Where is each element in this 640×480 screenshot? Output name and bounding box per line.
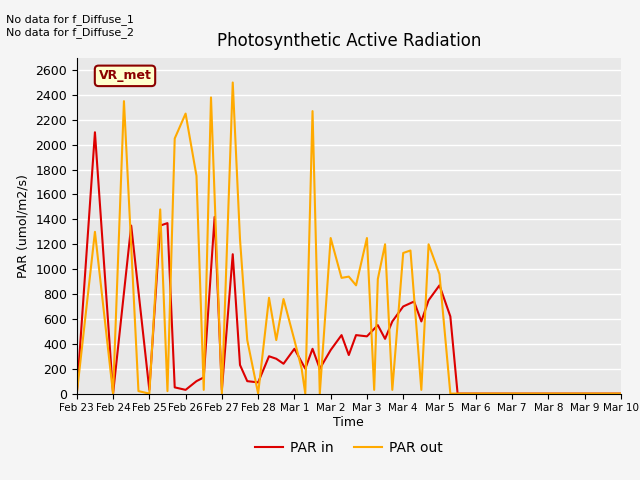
PAR in <box>164 220 172 226</box>
PAR out <box>134 388 142 394</box>
PAR in <box>182 387 189 393</box>
PAR in <box>73 391 81 396</box>
PAR out <box>280 296 287 302</box>
PAR in <box>291 346 298 352</box>
PAR in <box>381 336 389 342</box>
PAR in <box>327 347 335 353</box>
PAR out <box>399 250 407 256</box>
PAR in <box>308 346 316 352</box>
PAR out <box>291 337 298 343</box>
PAR out <box>243 337 251 343</box>
Text: No data for f_Diffuse_1
No data for f_Diffuse_2: No data for f_Diffuse_1 No data for f_Di… <box>6 14 134 38</box>
Y-axis label: PAR (umol/m2/s): PAR (umol/m2/s) <box>17 174 29 277</box>
PAR out <box>436 271 444 277</box>
PAR in <box>254 380 262 385</box>
PAR out <box>218 391 226 396</box>
PAR in <box>193 378 200 384</box>
PAR out <box>171 136 179 142</box>
PAR in <box>91 130 99 135</box>
PAR out <box>447 391 454 396</box>
PAR out <box>109 391 117 396</box>
PAR out <box>301 391 309 396</box>
PAR in <box>338 332 346 338</box>
PAR in <box>352 332 360 338</box>
PAR out <box>182 111 189 117</box>
PAR out <box>193 173 200 179</box>
PAR out <box>425 241 433 247</box>
PAR in <box>229 252 237 257</box>
PAR out <box>352 282 360 288</box>
Text: VR_met: VR_met <box>99 70 152 83</box>
PAR out <box>156 206 164 212</box>
PAR out <box>73 391 81 396</box>
PAR in <box>454 391 461 396</box>
PAR in <box>171 384 179 390</box>
PAR in <box>218 387 226 393</box>
PAR out <box>406 248 414 253</box>
PAR in <box>417 319 425 324</box>
PAR out <box>265 295 273 300</box>
PAR in <box>127 223 135 228</box>
PAR in <box>200 374 207 380</box>
PAR in <box>399 304 407 310</box>
PAR out <box>236 237 244 242</box>
PAR in <box>425 298 433 303</box>
PAR in <box>301 366 309 372</box>
PAR in <box>236 362 244 368</box>
PAR in <box>388 319 396 324</box>
PAR in <box>316 366 324 372</box>
PAR in <box>109 391 117 396</box>
Line: PAR out: PAR out <box>77 83 621 394</box>
PAR in <box>617 391 625 396</box>
PAR out <box>145 391 153 396</box>
PAR out <box>363 235 371 241</box>
X-axis label: Time: Time <box>333 416 364 429</box>
Line: PAR in: PAR in <box>77 132 621 394</box>
PAR in <box>447 313 454 319</box>
PAR out <box>200 387 207 393</box>
Legend: PAR in, PAR out: PAR in, PAR out <box>250 435 448 461</box>
PAR out <box>417 387 425 393</box>
PAR out <box>338 275 346 281</box>
PAR out <box>273 337 280 343</box>
PAR in <box>273 356 280 361</box>
PAR in <box>243 378 251 384</box>
PAR out <box>207 95 215 100</box>
PAR in <box>363 334 371 339</box>
PAR in <box>280 361 287 367</box>
PAR out <box>308 108 316 114</box>
PAR out <box>381 241 389 247</box>
PAR in <box>211 214 218 220</box>
PAR in <box>345 352 353 358</box>
PAR in <box>436 282 444 288</box>
PAR out <box>316 391 324 396</box>
PAR out <box>388 387 396 393</box>
PAR out <box>345 274 353 279</box>
PAR out <box>617 391 625 396</box>
PAR out <box>327 235 335 241</box>
PAR in <box>145 387 153 393</box>
PAR in <box>374 322 381 328</box>
PAR in <box>410 299 418 304</box>
PAR in <box>265 353 273 359</box>
Title: Photosynthetic Active Radiation: Photosynthetic Active Radiation <box>216 33 481 50</box>
PAR out <box>254 391 262 396</box>
PAR out <box>371 387 378 393</box>
PAR out <box>164 388 172 394</box>
PAR out <box>298 366 305 372</box>
PAR in <box>156 223 164 228</box>
PAR out <box>120 98 128 104</box>
PAR out <box>229 80 237 85</box>
PAR out <box>374 276 381 282</box>
PAR out <box>91 229 99 235</box>
